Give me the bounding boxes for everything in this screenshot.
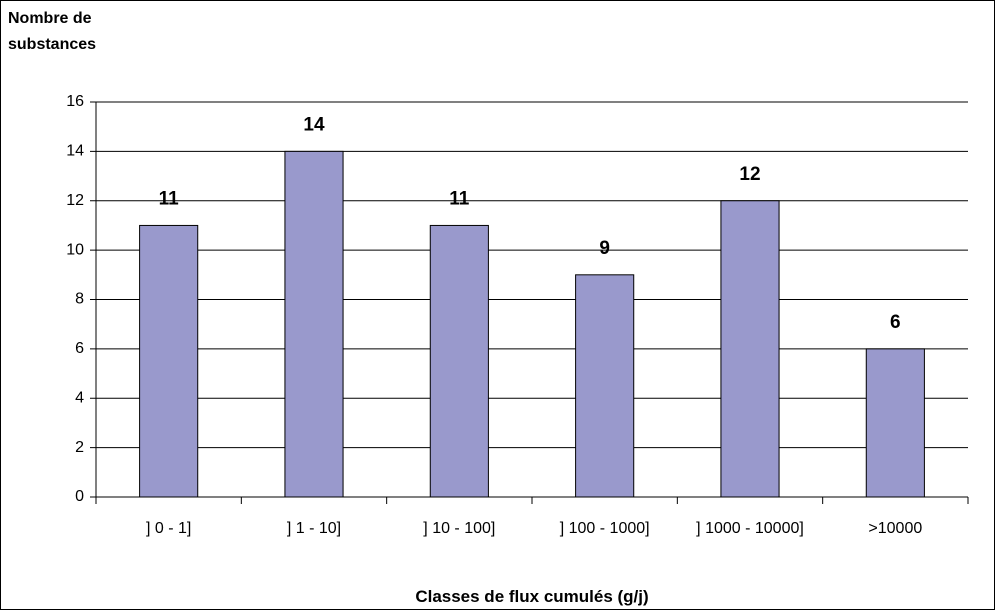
data-label: 9 (599, 238, 610, 259)
bar (720, 200, 780, 498)
bar (575, 274, 635, 498)
y-tick-label: 2 (75, 439, 84, 456)
y-tick-label: 8 (75, 291, 84, 308)
y-tick-label: 14 (66, 143, 84, 160)
x-tick-label: ] 100 - 1000] (559, 520, 650, 537)
y-tick-label: 16 (66, 93, 84, 110)
x-tick-label: ] 1000 - 10000] (696, 520, 804, 537)
bar (429, 224, 489, 498)
y-axis-title: Nombre de substances (8, 10, 97, 53)
y-tick-label: 12 (66, 192, 84, 209)
y-tick-label: 6 (75, 340, 84, 357)
x-tick-label: ] 1 - 10] (286, 520, 342, 537)
x-axis-title: Classes de flux cumulés (g/j) (415, 587, 649, 606)
data-label: 6 (890, 312, 901, 333)
y-tick-label: 10 (66, 241, 84, 258)
x-tick-label: ] 10 - 100] (423, 520, 496, 537)
data-label: 11 (449, 188, 470, 209)
y-tick-label: 0 (75, 488, 84, 505)
data-label: 11 (159, 188, 180, 209)
data-label: 12 (739, 164, 760, 185)
data-label: 14 (303, 114, 325, 135)
x-tick-label: >10000 (868, 520, 923, 537)
bar (139, 224, 199, 498)
bar (865, 348, 925, 498)
bar (284, 150, 344, 498)
y-tick-label: 4 (75, 389, 84, 406)
x-tick-label: ] 0 - 1] (145, 520, 192, 537)
